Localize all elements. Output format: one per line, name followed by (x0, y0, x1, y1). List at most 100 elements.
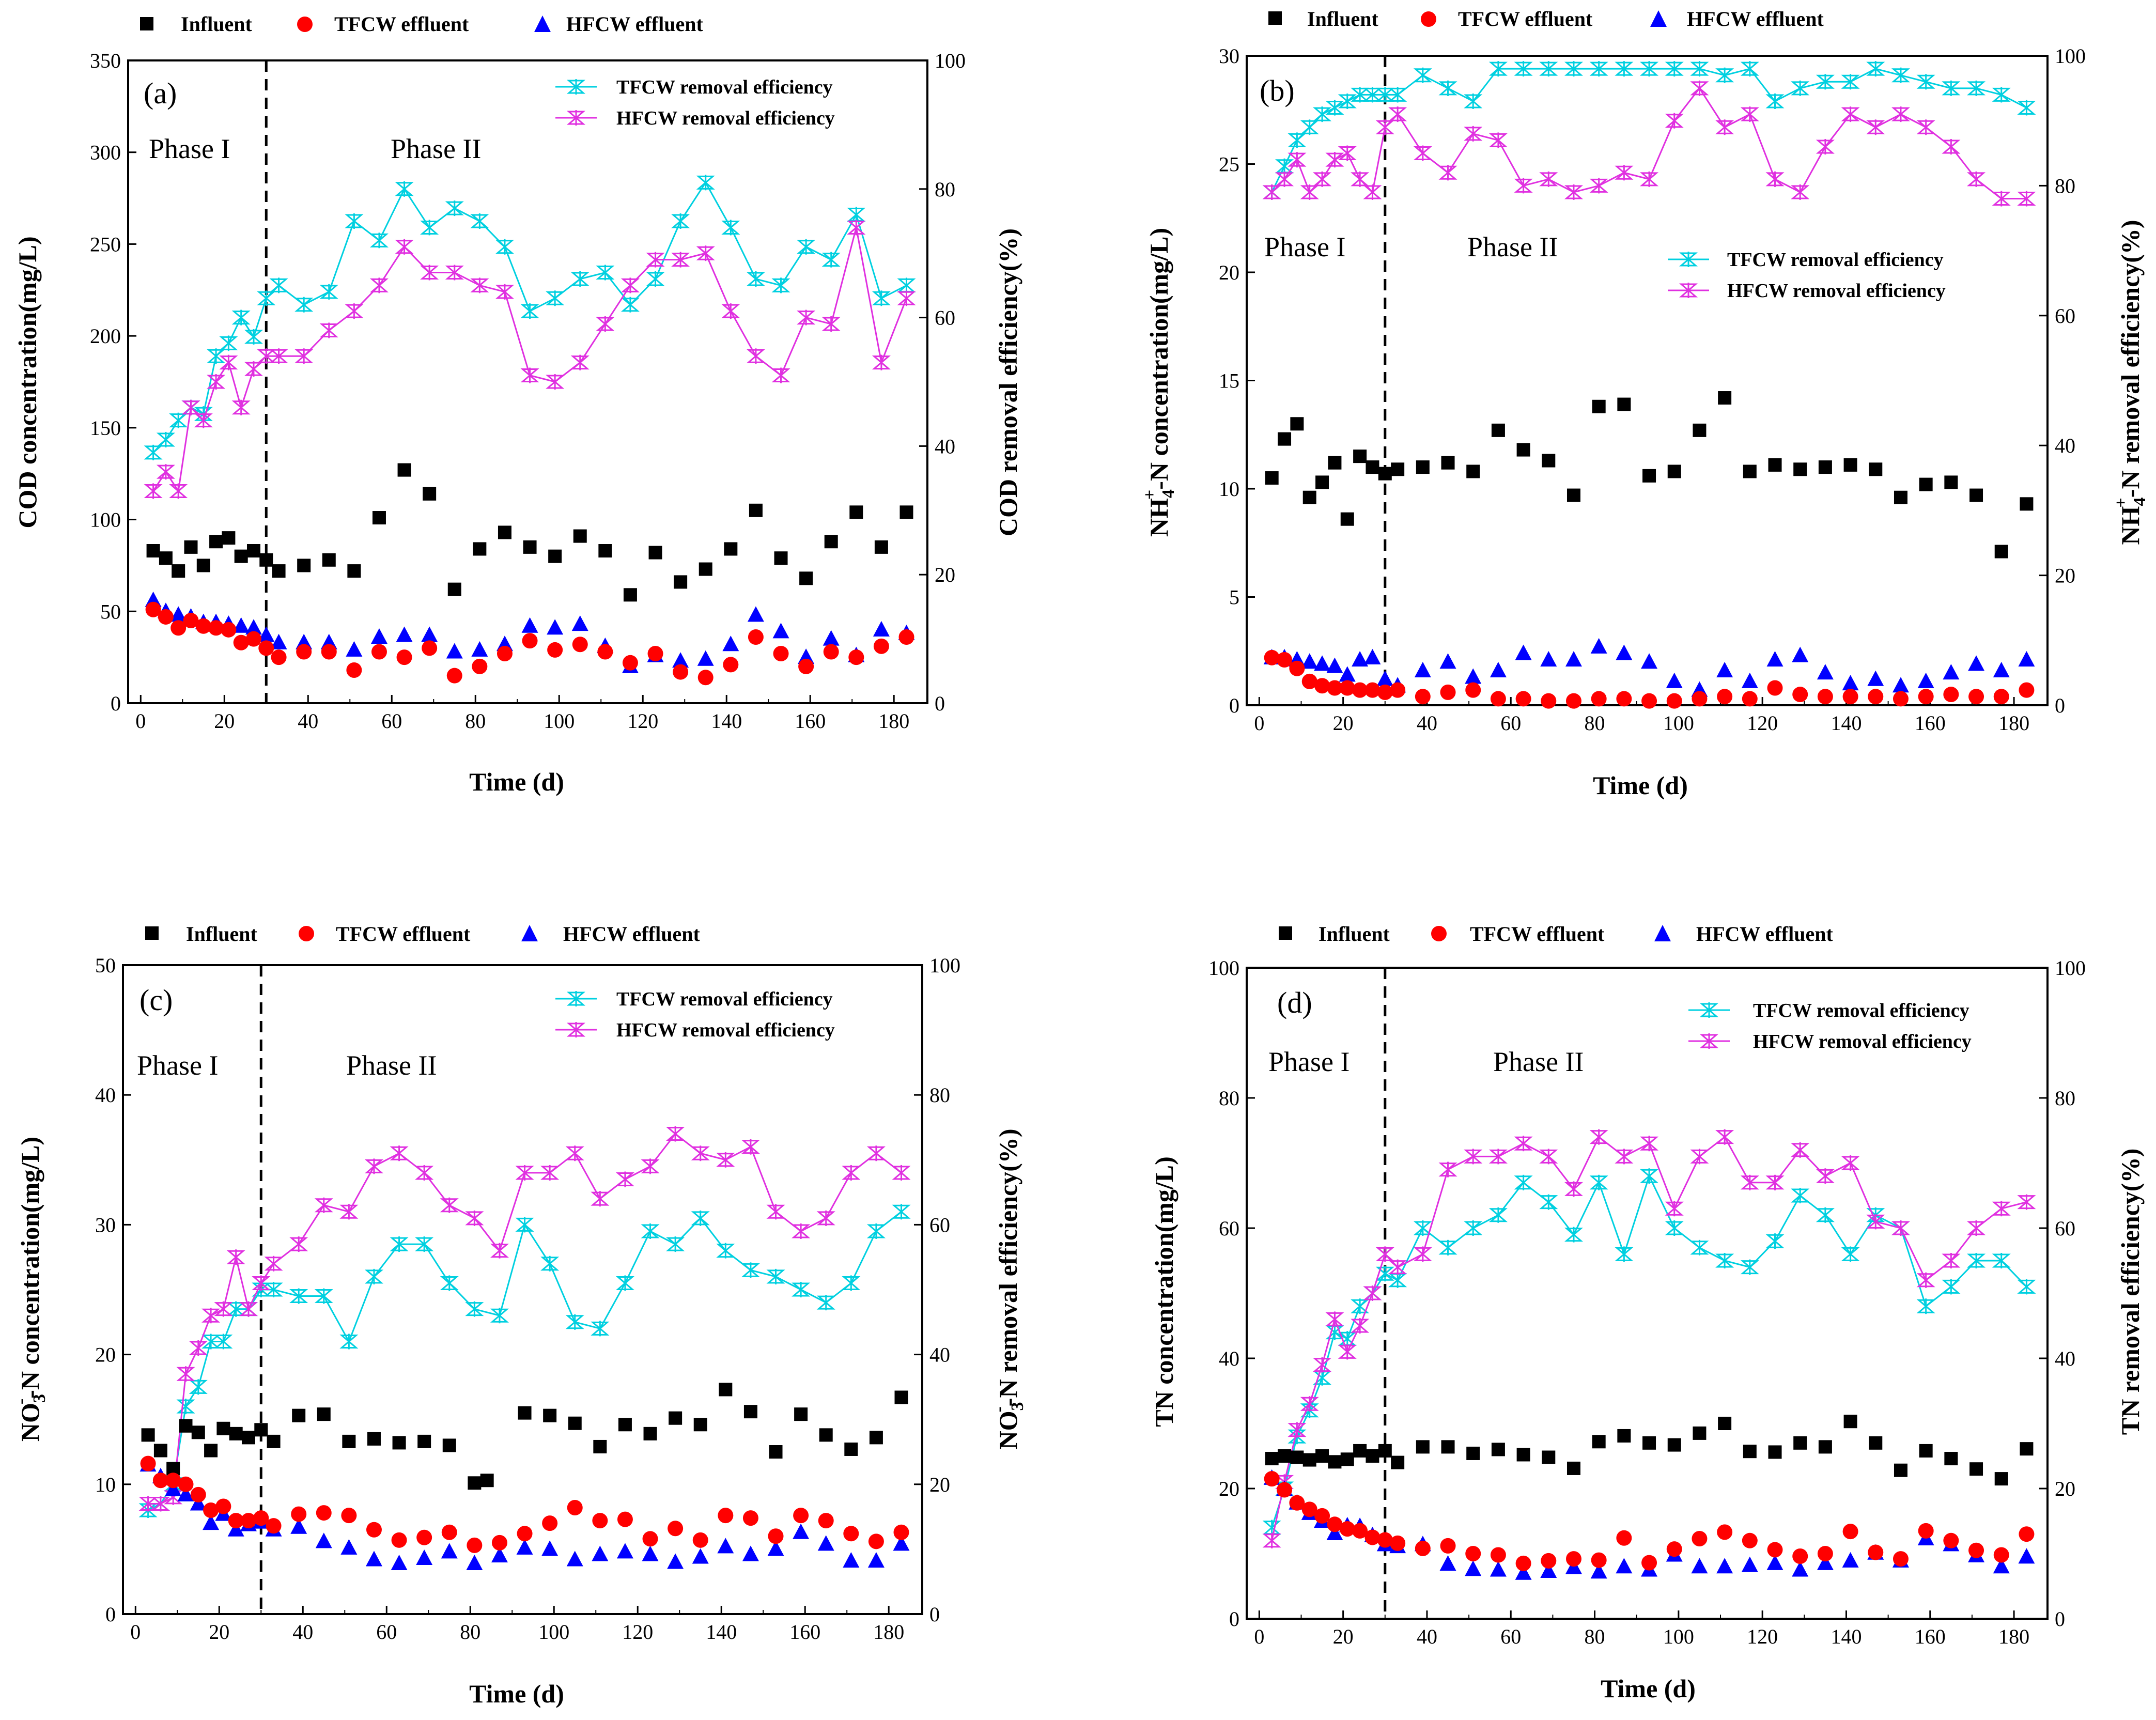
hfcw-removal-point (1564, 1181, 1584, 1197)
tfcw-removal-point (289, 1288, 308, 1304)
hfcw-effluent-point (1766, 1554, 1783, 1570)
y2-tick-label: 0 (2055, 694, 2065, 717)
tfcw-removal-point (671, 213, 690, 229)
legend-influent-label: Influent (1307, 7, 1378, 30)
tfcw-effluent-point (1264, 649, 1280, 665)
tfcw-removal-point (1640, 1168, 1659, 1184)
hfcw-effluent-point (1515, 1564, 1532, 1580)
hfcw-effluent-point (1326, 657, 1343, 673)
hfcw-removal-point (1740, 1174, 1759, 1190)
hfcw-removal-point (1942, 1253, 1961, 1268)
tfcw-removal-point (842, 1275, 861, 1291)
tfcw-effluent-point (152, 1473, 168, 1489)
hfcw-removal-point (1288, 152, 1307, 168)
influent-point (1768, 1445, 1782, 1459)
tfcw-removal-point (816, 1295, 835, 1311)
legend-influent-marker (145, 926, 159, 940)
legend-hfcw-marker (534, 16, 551, 32)
hfcw-effluent-point (1867, 670, 1884, 686)
legend-tfcw-removal-marker (566, 79, 586, 95)
tfcw-effluent-point (647, 646, 663, 662)
hfcw-removal-point (1488, 132, 1508, 148)
tfcw-effluent-point (271, 649, 287, 665)
influent-point (874, 540, 888, 554)
hfcw-effluent-point (893, 1535, 910, 1551)
tfcw-effluent-point (467, 1537, 483, 1553)
hfcw-removal-point (1765, 1174, 1785, 1190)
influent-point (392, 1436, 406, 1450)
y-axis-label: COD concentration(mg/L) (13, 236, 42, 528)
tfcw-effluent-point (542, 1515, 558, 1531)
tfcw-removal-point (540, 1256, 560, 1272)
influent-point (1441, 456, 1455, 470)
hfcw-removal-point (716, 1152, 735, 1168)
hfcw-removal-point (144, 483, 163, 499)
tfcw-removal-point (1916, 74, 1935, 90)
influent-point (468, 1476, 482, 1490)
y2-label-post: -N removal efficiency(%) (2116, 220, 2145, 498)
tfcw-effluent-point (346, 662, 362, 678)
influent-point (1265, 471, 1279, 485)
x-tick-label: 80 (465, 709, 486, 733)
tfcw-removal-point (319, 284, 338, 300)
tfcw-removal-point (1288, 132, 1307, 148)
influent-point (1278, 1449, 1292, 1463)
influent-point (1466, 1446, 1480, 1460)
hfcw-effluent-point (843, 1552, 860, 1568)
hfcw-removal-point (1262, 184, 1281, 200)
hfcw-removal-point (1740, 106, 1759, 122)
hfcw-removal-point (1539, 171, 1558, 187)
tfcw-removal-point (1464, 1220, 1483, 1236)
tfcw-removal-point (1715, 67, 1734, 83)
hfcw-removal-point (252, 1275, 271, 1291)
tfcw-effluent-point (1742, 1532, 1758, 1548)
tfcw-removal-point (691, 1210, 710, 1226)
tfcw-removal-point (746, 271, 765, 287)
tfcw-effluent-point (592, 1513, 608, 1529)
tfcw-removal-point (872, 290, 891, 306)
x-tick-label: 100 (544, 709, 575, 733)
hfcw-removal-point (1375, 119, 1394, 135)
tfcw-removal-point (570, 271, 590, 287)
influent-point (1718, 391, 1732, 405)
hfcw-removal-point (219, 354, 238, 370)
tfcw-removal-point (1992, 87, 2011, 103)
tfcw-removal-point (666, 1236, 685, 1252)
tfcw-effluent-point (1993, 689, 2009, 705)
x-tick-label: 180 (1998, 1625, 2029, 1648)
influent-point (1466, 464, 1480, 478)
tfcw-effluent-point (170, 620, 187, 636)
y2-tick-label: 60 (935, 306, 955, 330)
hfcw-removal-point (1514, 178, 1533, 194)
tfcw-effluent-point (1767, 680, 1783, 696)
influent-point (1315, 1449, 1329, 1463)
legend-influent-label: Influent (181, 12, 252, 36)
tfcw-removal-point (741, 1262, 760, 1278)
influent-point (643, 1427, 657, 1440)
tfcw-removal-point (1488, 61, 1508, 77)
hfcw-removal-point (872, 354, 891, 370)
y2-tick-label: 60 (929, 1213, 950, 1236)
y-label-sub: 4 (1159, 489, 1178, 498)
phase-1-label: Phase I (137, 1050, 218, 1081)
hfcw-removal-point (1338, 145, 1357, 161)
y-axis-label: TN concentration(mg/L) (1150, 1156, 1178, 1427)
tfcw-removal-point (339, 1334, 359, 1350)
y-label-sub: 3 (30, 1394, 49, 1403)
influent-point (372, 511, 386, 525)
influent-point (442, 1438, 456, 1452)
influent-point (894, 1390, 908, 1404)
hfcw-removal-point (892, 1165, 911, 1181)
tfcw-effluent-point (718, 1508, 734, 1524)
hfcw-effluent-point (1540, 1562, 1557, 1578)
tfcw-removal-point (646, 271, 665, 287)
hfcw-removal-point (319, 322, 338, 338)
y-tick-label: 30 (1219, 44, 1239, 68)
tfcw-removal-point (546, 290, 565, 306)
y-tick-label: 15 (1219, 369, 1239, 393)
influent-point (1718, 1417, 1732, 1430)
tfcw-effluent-point (1591, 691, 1607, 707)
influent-point (1743, 1445, 1757, 1459)
y-tick-label: 20 (95, 1343, 116, 1367)
tfcw-effluent-point (818, 1513, 834, 1529)
